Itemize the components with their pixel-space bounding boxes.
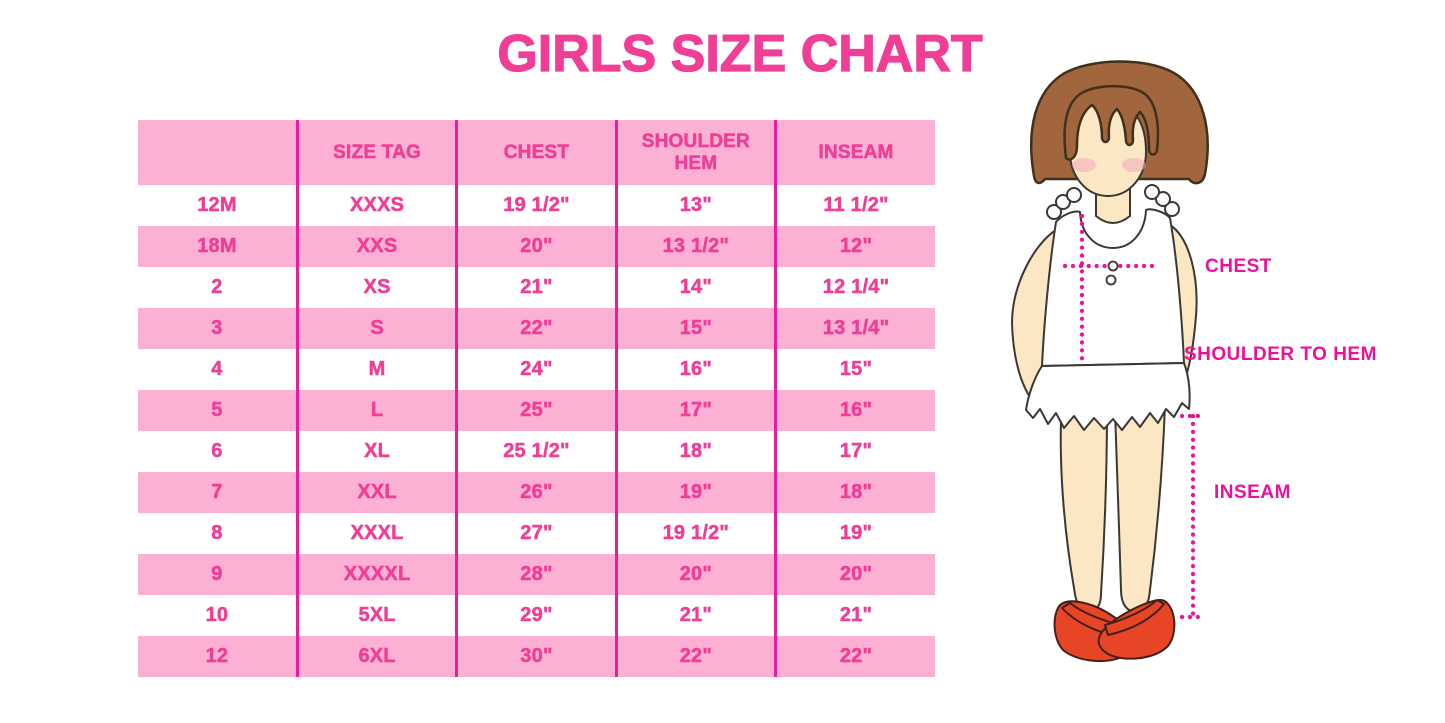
table-cell: 26" — [455, 472, 617, 513]
table-cell: 17" — [614, 390, 776, 431]
table-cell: 11 1/2" — [774, 185, 935, 226]
table-cell: 17" — [774, 431, 935, 472]
table-cell: 24" — [455, 349, 617, 390]
table-cell: 22" — [455, 308, 617, 349]
table-cell: 21" — [614, 595, 776, 636]
table-cell: 15" — [614, 308, 776, 349]
table-cell: 3 — [138, 308, 298, 349]
table-cell: 22" — [614, 636, 776, 677]
table-cell: 30" — [455, 636, 617, 677]
table-cell: 12 1/4" — [774, 267, 935, 308]
blush-right — [1122, 158, 1146, 172]
table-cell: XXS — [295, 226, 457, 267]
right-shoe — [1097, 598, 1176, 660]
inseam-line — [1179, 413, 1207, 620]
table-cell: 4 — [211, 358, 223, 381]
table-cell: 18" — [774, 472, 935, 513]
table-cell: S — [295, 308, 457, 349]
table-cell: XXL — [295, 472, 457, 513]
table-cell: 19 1/2" — [614, 513, 776, 554]
table-row: 9 XXXXL 28" 20" 20" — [138, 554, 935, 595]
table-cell: 19" — [614, 472, 776, 513]
table-cell: M — [295, 349, 457, 390]
girl-illustration: CHEST SHOULDER TO HEM INSEAM — [1010, 60, 1377, 662]
shoulder-ruffles — [1046, 184, 1180, 220]
blush-left — [1072, 158, 1096, 172]
table-cell: 29" — [455, 595, 617, 636]
table-cell: 13 1/4" — [774, 308, 935, 349]
girl-figure: CHEST SHOULDER TO HEM INSEAM — [1000, 60, 1400, 705]
table-cell: 6 — [211, 440, 223, 463]
size-table-body: 12M XXXS 19 1/2" 13" 11 1/2" 18M XXS 20" 13 1/2"… — [138, 185, 935, 677]
table-row: 10 5XL 29" 21" 21" — [138, 595, 935, 636]
table-cell: 12 — [138, 636, 298, 677]
table-cell: 25" — [455, 390, 617, 431]
table-cell: 20" — [774, 554, 935, 595]
table-cell: 7 — [138, 472, 298, 513]
table-cell: 27" — [455, 513, 617, 554]
table-row: 7 XXL 26" 19" 18" — [138, 472, 935, 513]
table-cell: 8 — [211, 522, 223, 545]
table-cell: 21" — [774, 595, 935, 636]
hair-bangs — [1063, 84, 1160, 161]
dress-button-bottom — [1105, 274, 1117, 286]
table-cell: XL — [295, 431, 457, 472]
column-header-inseam: INSEAM — [774, 120, 935, 185]
table-row: 4 M 24" 16" 15" — [138, 349, 935, 390]
table-row: 8 XXXL 27" 19 1/2" 19" — [138, 513, 935, 554]
dress-top — [1041, 208, 1185, 367]
table-cell: 28" — [455, 554, 617, 595]
column-header-size — [138, 120, 298, 185]
table-cell: 19" — [774, 513, 935, 554]
table-cell: 20" — [614, 554, 776, 595]
table-cell: 18M — [138, 226, 298, 267]
table-row: 12M XXXS 19 1/2" 13" 11 1/2" — [138, 185, 935, 226]
table-cell: 22" — [774, 636, 935, 677]
table-row: 18M XXS 20" 13 1/2" 12" — [138, 226, 935, 267]
table-cell: XXXL — [295, 513, 457, 554]
table-row: 6 XL 25 1/2" 18" 17" — [138, 431, 935, 472]
shoulder-to-hem-label: SHOULDER TO HEM — [1184, 344, 1377, 365]
column-header-shoulder-hem: SHOULDER HEM — [614, 120, 776, 185]
table-cell: XS — [295, 267, 457, 308]
table-cell: 15" — [774, 349, 935, 390]
table-cell: 6XL — [295, 636, 457, 677]
table-header-row: SIZE TAG CHEST SHOULDER HEM INSEAM — [138, 120, 935, 185]
table-row: 2 XS 21" 14" 12 1/4" — [138, 267, 935, 308]
dress-button-top — [1107, 260, 1119, 272]
chest-label: CHEST — [1205, 256, 1272, 277]
table-cell: XXXXL — [295, 554, 457, 595]
table-cell: 16" — [614, 349, 776, 390]
table-row: 5 L 25" 17" 16" — [138, 390, 935, 431]
right-leg — [1113, 403, 1167, 614]
table-cell: 19 1/2" — [455, 185, 617, 226]
left-leg — [1059, 398, 1109, 614]
table-cell: XXXS — [295, 185, 457, 226]
table-cell: L — [295, 390, 457, 431]
table-cell: 18" — [614, 431, 776, 472]
inseam-label: INSEAM — [1214, 482, 1291, 503]
table-row: 12 6XL 30" 22" 22" — [138, 636, 935, 677]
table-cell: 9 — [138, 554, 298, 595]
table-cell: 10 — [205, 604, 229, 627]
column-header-chest: CHEST — [455, 120, 617, 185]
table-cell: 14" — [614, 267, 776, 308]
table-cell: 16" — [774, 390, 935, 431]
column-header-size-tag: SIZE TAG — [295, 120, 457, 185]
table-cell: 5 — [138, 390, 298, 431]
table-cell: 13" — [614, 185, 776, 226]
table-row: 3 S 22" 15" 13 1/4" — [138, 308, 935, 349]
table-cell: 20" — [455, 226, 617, 267]
table-cell: 13 1/2" — [614, 226, 776, 267]
dress-skirt — [1025, 362, 1191, 431]
table-cell: 21" — [455, 267, 617, 308]
size-chart-table: SIZE TAG CHEST SHOULDER HEM INSEAM 12M XX… — [138, 120, 935, 677]
table-cell: 5XL — [295, 595, 457, 636]
page-title: GIRLS SIZE CHART — [497, 24, 984, 83]
table-cell: 25 1/2" — [455, 431, 617, 472]
table-cell: 12M — [197, 194, 237, 217]
table-cell: 2 — [211, 276, 223, 299]
table-cell: 12" — [774, 226, 935, 267]
